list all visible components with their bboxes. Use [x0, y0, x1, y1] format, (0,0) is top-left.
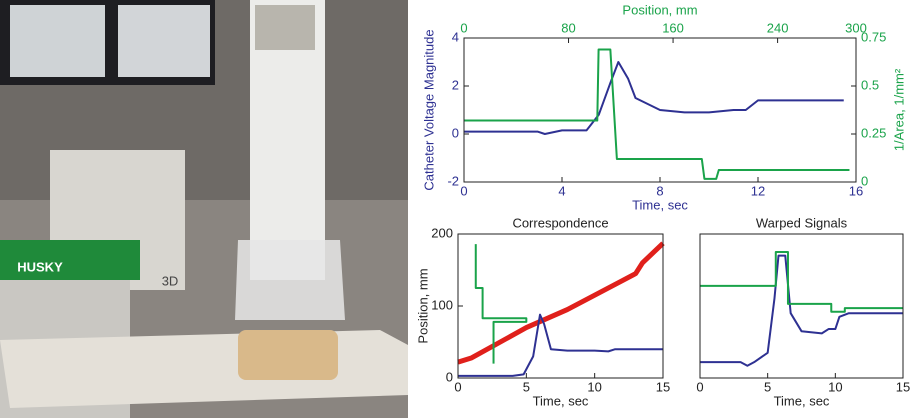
y-tick-label: 100 — [431, 297, 453, 312]
x2-tick-label: 0 — [460, 20, 467, 35]
y-axis-label: Catheter Voltage Magnitude — [421, 29, 436, 190]
x2-tick-label: 300 — [845, 20, 867, 35]
y2-axis-label: 1/Area, 1/mm² — [891, 68, 906, 151]
x-axis-label: Time, sec — [774, 393, 830, 408]
y-tick-label: 0 — [452, 125, 459, 140]
x-tick-label: 4 — [558, 183, 565, 198]
x-tick-label: 12 — [751, 183, 765, 198]
x-tick-label: 5 — [764, 379, 771, 394]
x2-axis-label: Position, mm — [622, 2, 697, 17]
x-axis-label: Time, sec — [533, 393, 589, 408]
y-tick-label: -2 — [447, 173, 459, 188]
y2-tick-label: 0 — [861, 173, 868, 188]
x2-tick-label: 160 — [662, 20, 684, 35]
x-tick-label: 0 — [460, 183, 467, 198]
axes-box — [457, 233, 664, 379]
x-tick-label: 10 — [828, 379, 842, 394]
y-tick-label: 200 — [431, 225, 453, 240]
y-axis-label: Position, mm — [415, 268, 430, 343]
phantom-tray — [238, 330, 338, 380]
data-line — [700, 251, 903, 313]
y2-tick-label: 0.5 — [861, 77, 879, 92]
data-line — [458, 313, 663, 377]
x2-tick-label: 240 — [767, 20, 789, 35]
monitor-right — [118, 5, 210, 77]
x-tick-label: 15 — [896, 379, 910, 394]
column-head — [255, 5, 315, 50]
x-tick-label: 5 — [523, 379, 530, 394]
monitor-left — [10, 5, 105, 77]
y-tick-label: 2 — [452, 77, 459, 92]
x-tick-label: 0 — [696, 379, 703, 394]
y-tick-label: 4 — [452, 29, 459, 44]
x-tick-label: 10 — [587, 379, 601, 394]
x-tick-label: 0 — [454, 379, 461, 394]
data-line — [464, 48, 850, 180]
x-tick-label: 8 — [656, 183, 663, 198]
data-line — [457, 241, 665, 365]
x-tick-label: 16 — [849, 183, 863, 198]
photo-text: 3D — [162, 273, 179, 288]
chart-title: Warped Signals — [756, 215, 848, 230]
y2-tick-label: 0.25 — [861, 125, 886, 140]
photo-text: HUSKY — [17, 259, 63, 274]
green-box — [0, 240, 140, 280]
x-tick-label: 15 — [656, 379, 670, 394]
axes-box — [699, 233, 904, 379]
y2-tick-label: 0.75 — [861, 29, 886, 44]
data-line — [700, 254, 903, 367]
chart-title: Correspondence — [512, 215, 608, 230]
x-axis-label: Time, sec — [632, 197, 688, 212]
plastic-bag — [235, 240, 345, 320]
data-line — [474, 244, 528, 364]
y-tick-label: 0 — [446, 369, 453, 384]
x2-tick-label: 80 — [561, 20, 575, 35]
data-line — [464, 61, 844, 135]
table — [0, 330, 408, 408]
photo: HUSKY 3D — [0, 0, 408, 418]
